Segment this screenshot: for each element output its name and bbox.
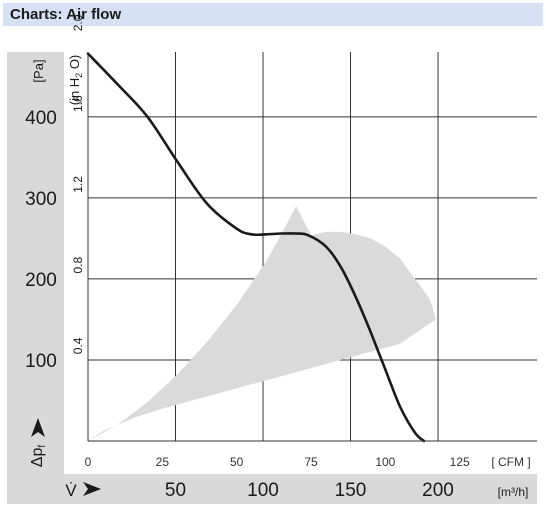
y-tick-label-pa-100: 100 <box>25 351 57 372</box>
y-tick-label-inh2o-0.4: 0.4 <box>71 337 85 354</box>
y-tick-label-inh2o-1.2: 1.2 <box>71 176 85 193</box>
y-unit-label-inh2o-rest: O) <box>67 55 82 73</box>
operating-region <box>88 206 436 441</box>
y-unit-label-inh2o: (in H2 O) <box>67 55 84 106</box>
x-tick-label-m3h-200: 200 <box>422 480 454 501</box>
airflow-curve <box>86 52 426 443</box>
y-tick-label-pa-300: 300 <box>25 189 57 210</box>
section-header: Charts: Air flow <box>3 3 543 26</box>
y-unit-label-pa: [Pa] <box>31 59 46 82</box>
axis-labels: 100 200 300 400 [Pa] 0.4 0.8 1.2 1.6 2.0 (in H2 O)… <box>25 14 531 501</box>
x-tick-label-m3h-50: 50 <box>165 480 186 501</box>
x-unit-label-cfm: [ CFM ] <box>491 455 530 469</box>
y-symbol: Δpf <box>29 445 48 468</box>
y-unit-label-inh2o-sub: 2 <box>74 73 84 78</box>
x-tick-label-cfm-0: 0 <box>85 455 92 469</box>
x-tick-label-cfm-50: 50 <box>230 455 244 469</box>
plot-border <box>87 52 537 442</box>
y-tick-label-inh2o-1.6: 1.6 <box>71 95 85 112</box>
y-symbol-sub: f <box>37 445 48 448</box>
x-tick-label-cfm-100: 100 <box>375 455 395 469</box>
x-tick-label-cfm-125: 125 <box>450 455 470 469</box>
y-symbol-main: Δp <box>29 448 46 468</box>
y-tick-label-inh2o-0.8: 0.8 <box>71 256 85 273</box>
x-tick-label-cfm-25: 25 <box>156 455 170 469</box>
x-arrow-icon <box>83 482 101 496</box>
x-tick-label-m3h-100: 100 <box>247 480 279 501</box>
x-tick-label-cfm-75: 75 <box>304 455 318 469</box>
y-unit-label-inh2o-text: (in H <box>67 78 82 105</box>
y-tick-label-inh2o-2: 2.0 <box>71 14 85 31</box>
y-tick-label-pa-200: 200 <box>25 270 57 291</box>
x-symbol: V̇ <box>65 481 77 500</box>
y-tick-label-pa-400: 400 <box>25 108 57 129</box>
y-arrow-icon <box>31 418 45 437</box>
x-unit-label-m3h: [m³/h] <box>498 485 529 499</box>
x-tick-label-m3h-150: 150 <box>335 480 367 501</box>
section-title: Charts: Air flow <box>10 6 122 23</box>
